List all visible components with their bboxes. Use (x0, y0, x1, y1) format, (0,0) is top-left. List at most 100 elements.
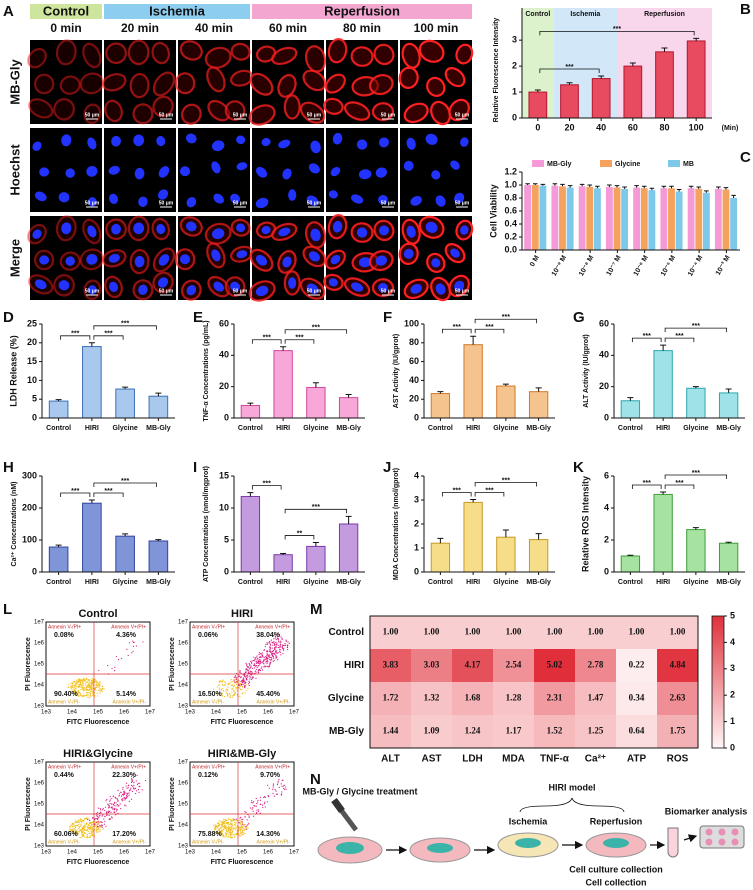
event (238, 819, 241, 822)
event (240, 684, 243, 686)
nucleus (158, 254, 170, 266)
event (68, 686, 70, 688)
event (80, 694, 82, 696)
event (264, 666, 266, 668)
nucleus (261, 137, 271, 147)
event (224, 683, 226, 686)
event (227, 694, 229, 696)
event (272, 783, 275, 785)
event (116, 803, 119, 806)
event (82, 688, 84, 691)
significance-label: *** (295, 335, 303, 342)
event (76, 682, 78, 685)
event (101, 826, 103, 828)
event (226, 827, 228, 829)
micrograph: 50 μm (174, 216, 254, 301)
event (96, 692, 98, 694)
event (251, 678, 253, 680)
event (91, 833, 94, 836)
event (273, 659, 275, 662)
time-label: 60 min (269, 21, 307, 35)
event (248, 662, 250, 665)
event (107, 803, 109, 805)
nucleus (306, 283, 319, 294)
event (75, 679, 77, 681)
bar (655, 51, 674, 119)
bar (82, 346, 102, 419)
event (87, 836, 89, 838)
event (230, 688, 233, 690)
event (255, 661, 257, 663)
significance-bracket (474, 328, 505, 334)
bar (686, 40, 706, 119)
event (85, 689, 87, 691)
error-bar (532, 183, 538, 185)
event (233, 834, 235, 836)
panel-label: N (310, 771, 321, 788)
quadrant-label: Annexin V-/PI+ (192, 624, 225, 630)
event (224, 827, 226, 829)
nucleus (378, 225, 389, 236)
event (89, 828, 91, 830)
bar (273, 554, 293, 573)
event (75, 820, 77, 822)
event (246, 676, 249, 678)
y-tick-label: 0 (224, 566, 229, 576)
event (114, 670, 116, 672)
nucleus (282, 256, 292, 268)
heat-border (369, 615, 699, 749)
event (283, 787, 285, 790)
event (276, 636, 278, 638)
event (277, 646, 279, 649)
x-tick-label: Control (428, 579, 453, 586)
x-tick-label: 1e3 (185, 850, 196, 856)
event (216, 693, 218, 695)
step-label: Reperfusion (590, 816, 643, 826)
bar (148, 540, 169, 573)
nucleus (61, 134, 72, 147)
event (81, 834, 83, 836)
event (265, 655, 267, 658)
event (80, 823, 82, 825)
colorbar-label: 5 (730, 610, 735, 620)
scale-label: 50 μm (455, 112, 470, 118)
event (79, 819, 81, 821)
axes (423, 476, 555, 573)
micrograph: 50 μm (398, 39, 474, 126)
event (224, 818, 226, 820)
bar (593, 188, 601, 250)
bar (660, 188, 668, 250)
event (86, 695, 88, 697)
significance-bracket (474, 492, 505, 497)
time-label: 40 min (195, 21, 233, 35)
event (248, 680, 250, 682)
event (258, 659, 261, 661)
event (115, 814, 117, 816)
plot-frame (45, 621, 151, 707)
event (105, 825, 107, 827)
x-tick-label: Glycine (303, 425, 328, 432)
x-tick-label: 1e6 (119, 850, 130, 856)
event (230, 836, 232, 838)
event (108, 805, 111, 807)
event (95, 818, 97, 820)
significance-label: *** (692, 470, 700, 477)
scale-label: 50 μm (233, 200, 248, 206)
significance-label: *** (485, 324, 493, 331)
event (245, 828, 247, 830)
event (218, 825, 220, 827)
cell-label: 1.00 (383, 627, 399, 637)
event (280, 654, 282, 656)
event (239, 829, 241, 831)
nucleus (133, 134, 145, 147)
event (240, 816, 242, 819)
cell-stain (55, 39, 77, 66)
event (89, 819, 91, 822)
event (138, 785, 140, 787)
cell-label: 2.31 (547, 693, 563, 703)
nucleus (236, 162, 248, 171)
event (77, 694, 79, 696)
event (271, 647, 273, 649)
event (91, 828, 93, 830)
cell-label: 1.75 (670, 726, 686, 736)
